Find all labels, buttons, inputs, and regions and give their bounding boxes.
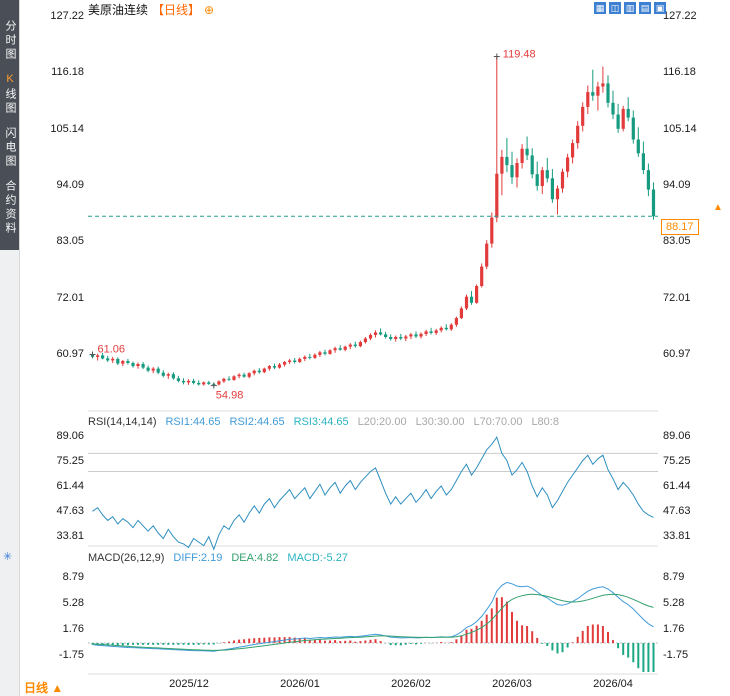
date-axis-label: 2025/12	[169, 678, 209, 690]
indicator-label-part: RSI(14,14,14)	[88, 416, 157, 428]
indicator-settings-icon[interactable]: ✳	[3, 551, 13, 563]
rsi-axis-label: 33.81	[56, 530, 84, 542]
macd-axis-label: 5.28	[663, 597, 685, 609]
layout-quad-icon[interactable]: ▦	[594, 2, 606, 14]
sidebar-item-contract-info[interactable]: 合约资料	[4, 180, 16, 236]
price-annotation: 61.06	[98, 344, 126, 356]
layout-split-vertical-icon[interactable]: ◫	[609, 2, 621, 14]
rsi-axis-label: 75.25	[663, 455, 691, 467]
date-axis-label: 2026/03	[492, 678, 532, 690]
rsi-label-row: RSI(14,14,14) RSI1:44.65 RSI2:44.65 RSI3:44…	[88, 416, 568, 428]
price-axis-label: 94.09	[663, 179, 691, 191]
macd-axis-label: 1.76	[663, 623, 685, 635]
instrument-title: 美原油连续	[88, 3, 149, 17]
sidebar-item-flash-chart[interactable]: 闪电图	[4, 127, 16, 169]
price-axis-label: 72.01	[663, 292, 691, 304]
chart-header: 美原油连续 【日线】 ⊕	[88, 1, 214, 18]
period-tag[interactable]: 【日线】	[152, 3, 201, 17]
macd-label-row: MACD(26,12,9) DIFF:2.19 DEA:4.82 MACD:-5.27	[88, 552, 357, 564]
sidebar-tabs: 分时图 K线图闪电图合约资料	[0, 0, 19, 250]
rsi-axis-label: 61.44	[56, 480, 84, 492]
macd-axis-label: 1.76	[62, 623, 84, 635]
price-axis-label: 83.05	[56, 235, 84, 247]
sidebar-item-time-chart[interactable]: 分时图	[4, 20, 16, 62]
price-annotation: 54.98	[216, 390, 244, 402]
indicator-label-part: RSI1:44.65	[165, 416, 221, 428]
layout-single-icon[interactable]: ▣	[654, 2, 666, 14]
price-axis-label: 127.22	[663, 10, 697, 22]
indicator-label-part: MACD(26,12,9)	[88, 552, 165, 564]
rsi-axis-label: 89.06	[663, 430, 691, 442]
date-axis-label: 2026/04	[593, 678, 633, 690]
price-axis-label: 60.97	[663, 348, 691, 360]
macd-axis-label: -1.75	[58, 649, 84, 661]
zoom-plus-icon[interactable]: ⊕	[204, 2, 215, 17]
price-axis-label: 127.22	[50, 10, 84, 22]
sidebar-item-kline-chart[interactable]: K线图	[4, 73, 16, 116]
macd-axis-label: 8.79	[663, 571, 685, 583]
price-annotation: 119.48	[503, 49, 536, 61]
indicator-label-part: L80:8	[531, 416, 559, 428]
price-axis-label: 60.97	[56, 348, 84, 360]
macd-axis-label: -1.75	[663, 649, 689, 661]
price-axis-label: 83.05	[663, 235, 691, 247]
layout-list-icon[interactable]: ▤	[639, 2, 651, 14]
layout-rows-icon[interactable]: ▥	[624, 2, 636, 14]
indicator-label-part: L70:70.00	[473, 416, 523, 428]
indicator-label-part: L30:30.00	[415, 416, 465, 428]
current-price-badge: 88.17	[661, 219, 699, 235]
rsi-axis-label: 89.06	[56, 430, 84, 442]
price-axis-label: 116.18	[51, 66, 84, 78]
rsi-axis-label: 61.44	[663, 480, 691, 492]
rsi-axis-label: 75.25	[56, 455, 84, 467]
sidebar: 分时图 K线图闪电图合约资料 ✳	[0, 0, 20, 696]
macd-axis-label: 8.79	[62, 571, 84, 583]
macd-axis-label: 5.28	[62, 597, 84, 609]
price-axis-label: 94.09	[56, 179, 84, 191]
indicator-label-part: RSI3:44.65	[293, 416, 349, 428]
rsi-axis-label: 47.63	[56, 505, 84, 517]
indicator-label-part: DIFF:2.19	[173, 552, 223, 564]
date-axis-label: 2026/01	[280, 678, 320, 690]
rsi-axis-label: 47.63	[663, 505, 691, 517]
price-axis-label: 72.01	[56, 292, 84, 304]
date-axis-label: 2026/02	[391, 678, 431, 690]
period-selector[interactable]: 日线 ▲	[24, 681, 64, 695]
indicator-label-part: MACD:-5.27	[287, 552, 348, 564]
layout-toolbar: ▦ ◫ ▥ ▤ ▣	[594, 2, 666, 14]
price-up-arrow-icon: ▲	[713, 202, 723, 213]
rsi-axis-label: 33.81	[663, 530, 691, 542]
indicator-label-part: L20:20.00	[357, 416, 407, 428]
price-axis-label: 105.14	[50, 123, 84, 135]
price-axis-label: 116.18	[663, 66, 696, 78]
price-axis-label: 105.14	[663, 123, 697, 135]
indicator-label-part: RSI2:44.65	[229, 416, 285, 428]
indicator-label-part: DEA:4.82	[231, 552, 279, 564]
